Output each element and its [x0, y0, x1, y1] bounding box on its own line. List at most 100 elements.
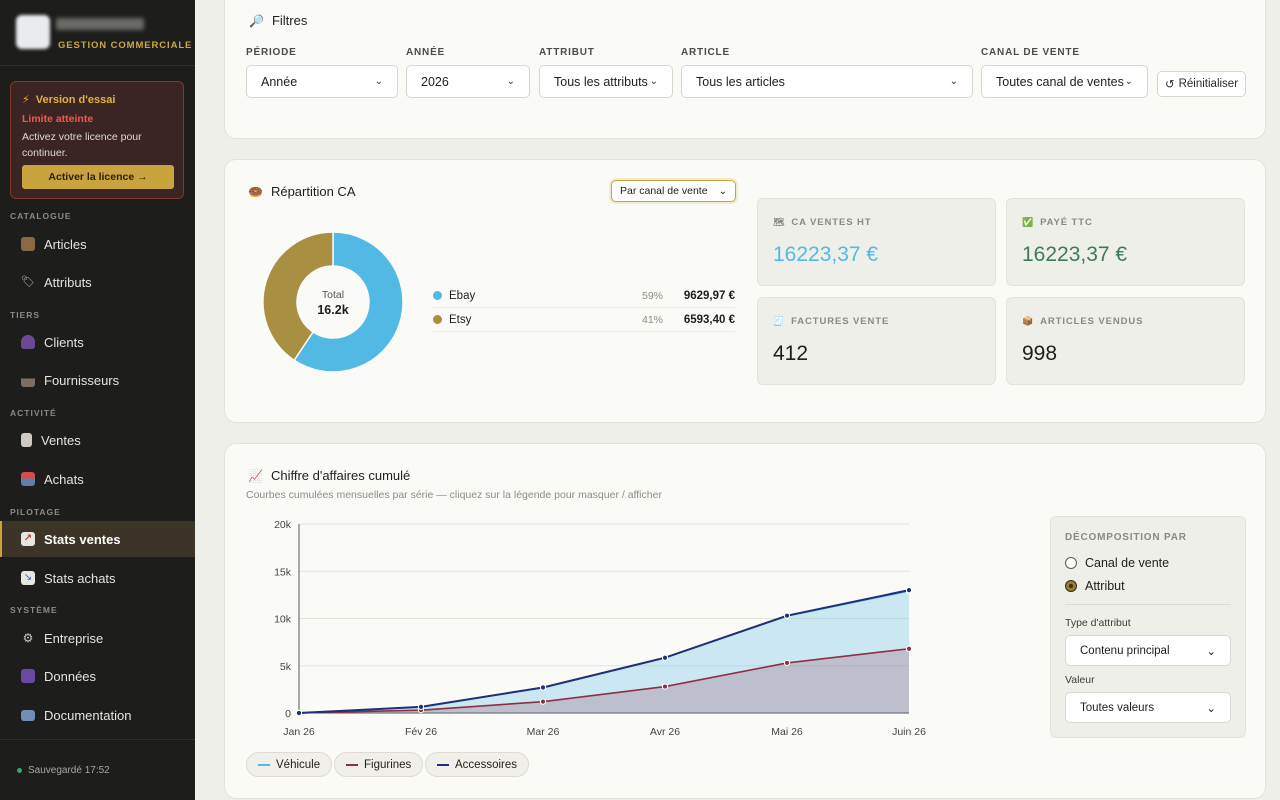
y-tick-label: 10k: [274, 614, 292, 626]
legend-chip-figurines[interactable]: Figurines: [334, 752, 424, 777]
sidebar-item-achats[interactable]: Achats: [0, 461, 195, 497]
repartition-mode-select[interactable]: Par canal de vente ⌄: [611, 180, 736, 202]
sidebar-item-stats-achats[interactable]: ↘ Stats achats: [0, 560, 195, 596]
radio-attribut[interactable]: Attribut: [1065, 579, 1125, 593]
sidebar-item-stats-ventes[interactable]: ↗ Stats ventes: [0, 521, 195, 557]
radio-canal-de-vente[interactable]: Canal de vente: [1065, 556, 1169, 570]
chevron-down-icon: ⌄: [1206, 645, 1216, 658]
legend-chip-vehicule[interactable]: Véhicule: [246, 752, 333, 777]
map-icon: 🗺: [773, 217, 786, 227]
decomposition-panel: DÉCOMPOSITION PAR Canal de vente Attribu…: [1050, 516, 1246, 738]
brand-name-redacted: [56, 18, 144, 30]
sidebar-item-label: Données: [44, 668, 97, 684]
line-figurines[interactable]: [298, 647, 910, 714]
magnifier-icon: 🔎: [249, 13, 264, 28]
trial-text: Activez votre licence pour continuer.: [22, 131, 142, 159]
brand-logo[interactable]: [16, 15, 50, 49]
sidebar-item-attributs[interactable]: 🏷 Attributs: [0, 264, 195, 300]
line-accessoires[interactable]: [298, 589, 910, 714]
area-vehicule: [299, 591, 909, 713]
sidebar-item-label: Stats ventes: [44, 531, 121, 547]
data-point[interactable]: [539, 684, 547, 691]
chevron-down-icon: ⌄: [1124, 76, 1133, 87]
chevron-down-icon: ⌄: [718, 185, 727, 197]
radio-button-selected[interactable]: [1065, 580, 1077, 592]
chevron-down-icon: ⌄: [949, 76, 958, 87]
filter-label-canal: CANAL DE VENTE: [981, 47, 1080, 58]
nav-section-tiers: TIERS: [10, 310, 41, 320]
sidebar-item-articles[interactable]: Articles: [0, 226, 195, 262]
sidebar-item-clients[interactable]: Clients: [0, 324, 195, 360]
data-point[interactable]: [539, 698, 547, 705]
x-tick-label: Juin 26: [892, 726, 926, 738]
donut-slice-etsy[interactable]: [262, 231, 334, 362]
lightning-icon: ⚡: [22, 94, 30, 106]
refresh-icon: ↺: [1164, 79, 1175, 91]
sidebar-item-ventes[interactable]: Ventes: [0, 422, 195, 458]
legend-chip-accessoires[interactable]: Accessoires: [425, 752, 529, 777]
x-tick-label: Fév 26: [405, 726, 437, 738]
kpi-factures-vente: 🧾 FACTURES VENTE 412: [757, 297, 996, 385]
sidebar-item-donnees[interactable]: Données: [0, 658, 195, 694]
canal-select[interactable]: Toutes canal de ventes ⌄: [981, 65, 1148, 98]
y-tick-label: 5k: [280, 661, 292, 673]
filter-label-article: ARTICLE: [681, 47, 730, 58]
book-icon: [21, 709, 35, 721]
radio-button[interactable]: [1065, 557, 1077, 569]
donut-slice-ebay[interactable]: [293, 231, 404, 373]
chart-down-icon: ↘: [21, 571, 35, 585]
tag-icon: 🏷: [21, 276, 35, 288]
sidebar-item-fournisseurs[interactable]: Fournisseurs: [0, 362, 195, 398]
sidebar-footer: Sauvegardé 17:52: [0, 739, 195, 800]
valeur-label: Valeur: [1065, 674, 1095, 686]
donut-chart: Total 16.2k: [262, 231, 404, 373]
y-tick-label: 0: [285, 708, 291, 720]
sidebar-item-label: Ventes: [41, 432, 81, 448]
x-tick-label: Mar 26: [527, 726, 560, 738]
legend-line-swatch: [346, 763, 358, 766]
data-point[interactable]: [783, 612, 791, 619]
data-point[interactable]: [905, 645, 913, 652]
trial-banner: ⚡ Version d'essai Limite atteinte Active…: [10, 81, 184, 199]
area-figurines: [299, 648, 909, 713]
periode-select[interactable]: Année ⌄: [246, 65, 398, 98]
sidebar-item-label: Documentation: [44, 707, 132, 723]
valeur-select[interactable]: Toutes valeurs ⌄: [1065, 692, 1231, 723]
donut-icon: 🍩: [248, 184, 263, 199]
sidebar-item-entreprise[interactable]: ⚙ Entreprise: [0, 620, 195, 656]
sidebar-item-label: Stats achats: [44, 570, 116, 586]
annee-select[interactable]: 2026 ⌄: [406, 65, 530, 98]
chevron-down-icon: ⌄: [374, 76, 383, 87]
trial-limit: Limite atteinte: [22, 113, 94, 125]
data-point[interactable]: [417, 703, 425, 710]
sidebar-item-label: Articles: [44, 236, 87, 252]
filter-label-annee: ANNÉE: [406, 47, 446, 58]
receipt-icon: 🧾: [773, 316, 786, 326]
data-point[interactable]: [295, 709, 303, 717]
type-attribut-select[interactable]: Contenu principal ⌄: [1065, 635, 1231, 666]
article-select[interactable]: Tous les articles ⌄: [681, 65, 973, 98]
activate-license-button[interactable]: Activer la licence →: [22, 165, 174, 189]
reset-button[interactable]: ↺ Réinitialiser: [1157, 71, 1246, 97]
data-point[interactable]: [783, 659, 791, 667]
data-point[interactable]: [661, 683, 669, 690]
data-point[interactable]: [905, 587, 913, 594]
y-tick-label: 20k: [274, 519, 292, 531]
chart-up-icon: ↗: [21, 532, 35, 546]
filters-card: 🔎 Filtres PÉRIODE Année ⌄ ANNÉE 2026 ⌄ ATT…: [224, 0, 1266, 139]
sidebar-item-documentation[interactable]: Documentation: [0, 697, 195, 733]
attribut-select[interactable]: Tous les attributs ⌄: [539, 65, 673, 98]
nav-section-activite: ACTIVITÉ: [10, 408, 57, 418]
kpi-ca-ventes-ht: 🗺 CA VENTES HT 16223,37 €: [757, 198, 996, 286]
sidebar-item-label: Entreprise: [44, 630, 104, 646]
gear-icon: ⚙: [22, 631, 34, 645]
legend-row-etsy[interactable]: Etsy 41% 6593,40 €: [433, 308, 735, 332]
decomposition-title: DÉCOMPOSITION PAR: [1065, 532, 1187, 543]
legend-row-ebay[interactable]: Ebay 59% 9629,97 €: [433, 284, 735, 308]
filter-label-attribut: ATTRIBUT: [539, 47, 595, 58]
cumulative-area-chart: 0 5k 10k 15k 20k Jan 26 Fév 26 Mar 26 Avr 26 Mai …: [274, 519, 926, 738]
data-point[interactable]: [661, 654, 669, 661]
nav-section-catalogue: CATALOGUE: [10, 211, 72, 221]
cumul-card: 📈 Chiffre d'affaires cumulé Courbes cumu…: [224, 443, 1266, 799]
legend-line-swatch: [258, 763, 270, 766]
